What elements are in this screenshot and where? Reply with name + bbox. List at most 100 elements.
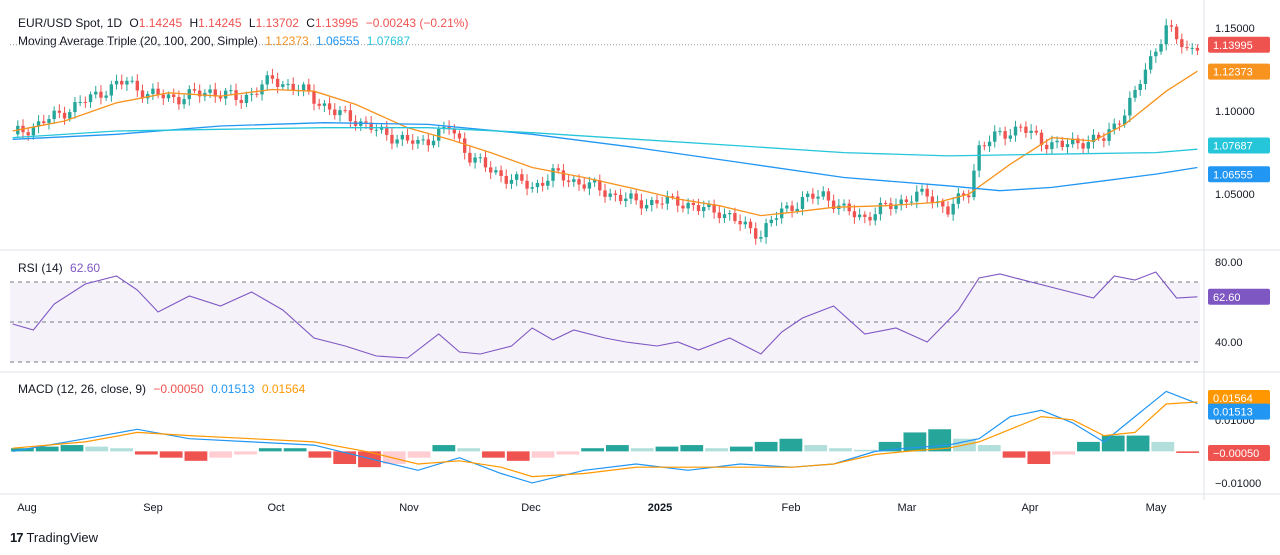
candle-body [946,206,950,215]
candle-body [73,102,77,113]
candle-body [909,201,914,203]
candle-body [218,96,223,99]
macd-hist-bar [977,445,1001,452]
macd-hist-bar [705,448,728,452]
macd-badge-bg [1208,403,1270,420]
chart-canvas[interactable]: 1.15000 1.10000 1.05000 1.13995 1.12373 1.076… [0,0,1280,525]
candle-body [1091,134,1096,143]
candle-body [514,174,519,180]
candle-body [920,188,924,192]
candle-body [857,214,862,218]
open-value: 1.14245 [138,16,183,30]
candle-body [348,110,353,122]
rsi-badge-bg [1208,288,1270,305]
candle-body [135,80,140,91]
candle-body [333,109,337,116]
time-label-7: Mar [898,502,917,514]
candle-body [327,103,332,110]
candle-body [301,84,306,91]
macd-value: 0.01513 [211,382,255,396]
candle-body [1076,138,1080,144]
candle-body [603,190,607,197]
macd-hist-bar [333,451,357,464]
candle-body [192,89,197,91]
candle-body [338,110,342,116]
candle-body [161,94,165,99]
candle-body [956,193,961,204]
candle-body [411,140,415,144]
candle-body [364,121,368,123]
candle-body [1174,26,1179,40]
macd-badge: 0.01513 [1213,407,1253,419]
candle-body [722,214,727,219]
macd-hist-bar [531,451,555,458]
candle-body [1102,138,1106,141]
candle-body [270,75,275,79]
last-price-badge: 1.13995 [1213,40,1253,52]
candle-body [993,131,997,142]
hist-badge-bg [1208,444,1270,461]
candle-body [748,221,753,229]
candle-body [1143,69,1148,84]
candle-body [177,97,181,105]
candle-body [530,187,534,189]
ma200-badge-bg [1208,137,1270,154]
macd-hist-bar [482,451,505,458]
candle-body [1195,47,1200,51]
candle-body [899,199,903,206]
candle-body [1148,56,1153,70]
time-label-1: Sep [143,502,163,514]
candle-body [805,193,810,197]
candle-body [322,103,327,106]
candle-body [982,145,987,147]
candle-body [941,201,945,207]
macd-hist-bar [258,448,282,452]
candle-body [629,193,633,199]
candle-body [473,157,477,163]
candle-body [99,91,103,98]
ma-line-1 [12,122,1198,192]
candle-body [109,84,114,96]
macd-hist-bar [308,451,332,458]
candle-body [566,180,571,182]
candle-body [577,179,581,185]
candle-body [1112,123,1116,130]
ma200-value: 1.07687 [366,34,411,48]
candle-body [488,167,493,173]
candle-body [437,129,441,141]
candle-body [826,191,831,201]
candle-body [925,188,929,197]
candle-body [249,93,254,95]
candle-body [676,196,680,206]
candle-body [1029,130,1033,133]
candle-body [873,214,877,221]
macd-line-0 [12,390,1198,484]
candle-body [998,131,1002,133]
candle-body [156,88,160,95]
candle-body [307,84,311,92]
candle-body [260,84,264,95]
candle-body [691,202,696,206]
macd-hist-bar [110,448,133,452]
candle-body [1128,97,1132,116]
candle-body [650,199,654,206]
macd-hist-bar [779,438,803,452]
candle-body [166,94,171,99]
ma-line-0 [12,70,1198,217]
candle-body [1154,51,1158,57]
price-tick-2: 1.05000 [1215,189,1255,201]
candle-body [634,193,638,201]
macd-hist-bar [754,441,778,452]
time-label-2: Oct [267,502,284,514]
candle-body [36,121,41,127]
candle-body [421,139,425,141]
time-label-8: Apr [1021,502,1038,514]
candle-body [696,205,701,212]
ma-title: Moving Average Triple (20, 100, 200, Sim… [18,34,258,48]
candle-body [598,180,602,191]
candle-body [52,110,56,120]
candle-body [1081,143,1085,149]
candle-body [83,101,88,103]
candle-body [88,94,93,103]
ma20-badge: 1.12373 [1213,67,1253,79]
